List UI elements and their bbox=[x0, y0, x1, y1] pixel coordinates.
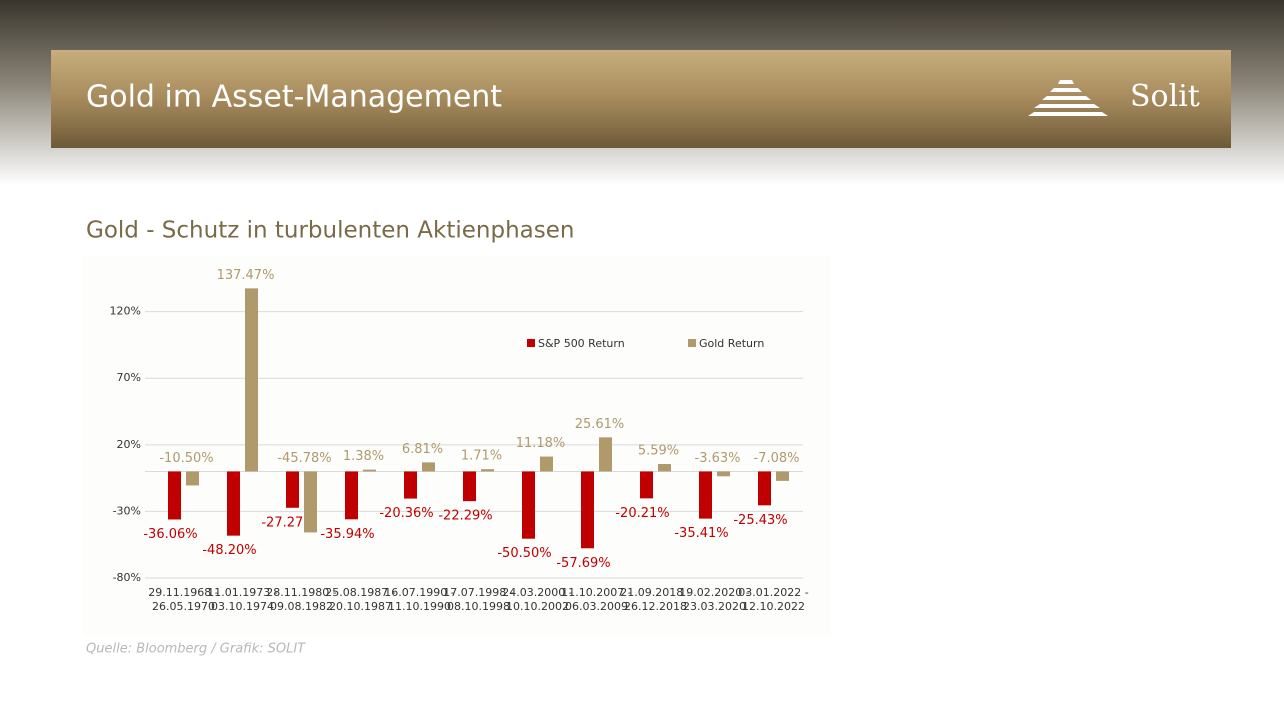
data-label: 25.61% bbox=[575, 417, 625, 432]
x-tick-label: 11.10.2007 - bbox=[561, 586, 631, 599]
data-label: -20.36% bbox=[379, 506, 433, 521]
bar bbox=[463, 471, 476, 502]
bar bbox=[345, 471, 358, 520]
data-label: -36.06% bbox=[143, 527, 197, 542]
data-label: -57.69% bbox=[556, 556, 610, 571]
bar bbox=[304, 471, 317, 533]
x-tick-label: 23.03.2020 bbox=[683, 600, 746, 613]
data-label: -48.20% bbox=[202, 543, 256, 558]
data-label: -20.21% bbox=[615, 506, 669, 521]
x-tick-label: 19.02.2020 - bbox=[679, 586, 749, 599]
data-label: -7.08% bbox=[754, 451, 800, 466]
bar bbox=[363, 469, 376, 472]
banner bbox=[51, 50, 1231, 148]
x-tick-label: 29.11.1968 - bbox=[148, 586, 218, 599]
x-tick-label: 11.01.1973 - bbox=[207, 586, 277, 599]
data-label: -3.63% bbox=[695, 451, 741, 466]
bar bbox=[227, 471, 240, 536]
x-tick-label: 26.05.1970 bbox=[152, 600, 215, 613]
bar bbox=[640, 471, 653, 499]
x-tick-label: 08.10.1998 bbox=[447, 600, 510, 613]
y-tick-label: 70% bbox=[117, 371, 141, 384]
data-label: -22.29% bbox=[438, 509, 492, 524]
data-label: 5.59% bbox=[638, 444, 679, 459]
x-tick-label: 06.03.2009 bbox=[565, 600, 628, 613]
legend-label: S&P 500 Return bbox=[538, 337, 625, 350]
bar bbox=[422, 462, 435, 472]
x-tick-label: 03.01.2022 - bbox=[738, 586, 808, 599]
bar bbox=[522, 471, 535, 539]
y-tick-label: 120% bbox=[110, 305, 141, 318]
bar bbox=[699, 471, 712, 519]
x-tick-label: 12.10.2022 bbox=[742, 600, 805, 613]
x-tick-label: 21.09.2018 - bbox=[620, 586, 690, 599]
data-label: 1.38% bbox=[343, 449, 384, 464]
data-label: 6.81% bbox=[402, 442, 443, 457]
x-tick-label: 24.03.2000 - bbox=[502, 586, 572, 599]
data-label: -25.43% bbox=[733, 513, 787, 528]
logo-icon bbox=[1028, 80, 1108, 116]
x-tick-label: 09.08.1982 bbox=[270, 600, 333, 613]
legend-swatch bbox=[527, 339, 535, 347]
bar bbox=[599, 437, 612, 472]
logo-text: Solit bbox=[1130, 79, 1200, 114]
bar bbox=[581, 471, 594, 549]
legend-swatch bbox=[688, 339, 696, 347]
slide-title: Gold im Asset-Management bbox=[86, 80, 502, 115]
bar bbox=[776, 471, 789, 481]
data-label: -35.94% bbox=[320, 527, 374, 542]
bar bbox=[717, 471, 730, 477]
x-tick-label: 26.12.2018 bbox=[624, 600, 687, 613]
y-tick-label: 20% bbox=[117, 438, 141, 451]
data-label: -45.78% bbox=[277, 451, 331, 466]
x-tick-label: 03.10.1974 bbox=[211, 600, 274, 613]
bar bbox=[481, 469, 494, 472]
data-label: 1.71% bbox=[461, 449, 502, 464]
bar bbox=[404, 471, 417, 499]
x-tick-label: 28.11.1980 - bbox=[266, 586, 336, 599]
x-tick-label: 17.07.1998 - bbox=[443, 586, 513, 599]
bar bbox=[245, 288, 258, 472]
x-tick-label: 25.08.1987 - bbox=[325, 586, 395, 599]
bar bbox=[758, 471, 771, 506]
data-label: -50.50% bbox=[497, 546, 551, 561]
x-tick-label: 11.10.1990 bbox=[388, 600, 451, 613]
data-label: 11.18% bbox=[516, 436, 566, 451]
y-tick-label: -80% bbox=[113, 571, 141, 584]
bar bbox=[168, 471, 181, 520]
x-tick-label: 16.07.1990 - bbox=[384, 586, 454, 599]
x-tick-label: 20.10.1987 bbox=[329, 600, 392, 613]
bar bbox=[540, 456, 553, 472]
data-label: -27.27% bbox=[261, 515, 315, 530]
y-tick-label: -30% bbox=[113, 504, 141, 517]
x-tick-label: 10.10.2002 bbox=[506, 600, 569, 613]
data-label: -10.50% bbox=[159, 451, 213, 466]
legend-label: Gold Return bbox=[699, 337, 764, 350]
bar bbox=[186, 471, 199, 486]
bar bbox=[658, 464, 671, 472]
data-label: 137.47% bbox=[217, 268, 275, 283]
data-label: -35.41% bbox=[674, 526, 728, 541]
chart-title: Gold - Schutz in turbulenten Aktienphase… bbox=[86, 218, 574, 244]
source-note: Quelle: Bloomberg / Grafik: SOLIT bbox=[86, 642, 306, 657]
bar bbox=[286, 471, 299, 508]
